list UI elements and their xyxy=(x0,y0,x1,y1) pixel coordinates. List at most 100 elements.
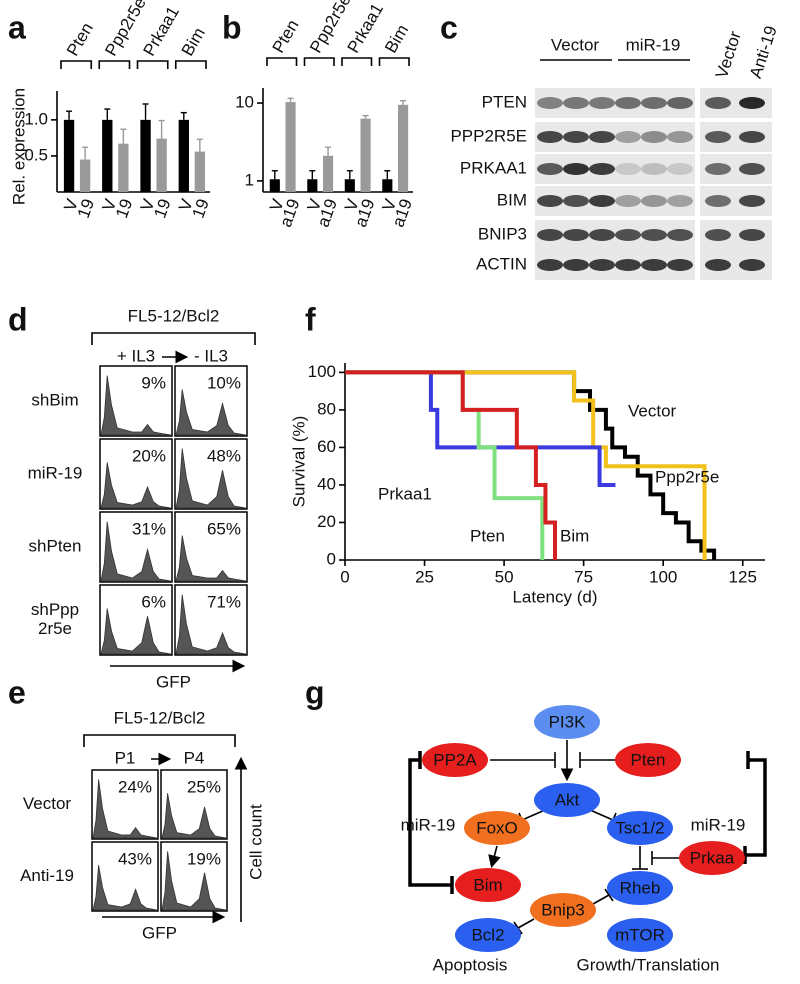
bar-label: 19 xyxy=(189,196,213,220)
edge xyxy=(592,894,610,905)
bar xyxy=(382,179,393,192)
y-tick-label: 1.0 xyxy=(24,109,48,128)
histogram xyxy=(100,462,172,509)
flow-title: FL5-12/Bcl2 xyxy=(114,708,206,727)
group-label: Bim xyxy=(381,21,412,56)
blot-band xyxy=(667,259,693,271)
panel-letter: a xyxy=(8,9,26,45)
bar xyxy=(344,179,355,192)
series-label: Pten xyxy=(470,526,505,545)
axis-label: Cell count xyxy=(246,804,265,880)
blot-band xyxy=(705,163,731,175)
output: Growth/Translation xyxy=(577,955,720,974)
output: Apoptosis xyxy=(433,955,508,974)
blot-band xyxy=(705,229,731,241)
bar xyxy=(307,179,318,192)
node-label: Pten xyxy=(631,750,666,769)
regulator: miR-19 xyxy=(691,815,746,834)
blot-band xyxy=(641,131,667,143)
blot-band xyxy=(705,97,731,109)
bar xyxy=(156,138,167,192)
panel-letter: b xyxy=(222,9,242,45)
y-tick-label: 20 xyxy=(317,512,336,531)
edge xyxy=(604,888,614,902)
histogram xyxy=(100,375,172,436)
histogram xyxy=(161,851,227,911)
group-bracket xyxy=(174,60,207,69)
blot-band xyxy=(739,131,765,143)
axis-label: GFP xyxy=(142,923,177,942)
node xyxy=(534,705,600,739)
group-bracket xyxy=(60,60,93,69)
blot-band xyxy=(739,163,765,175)
blot-band xyxy=(589,229,615,241)
blot-band xyxy=(667,97,693,109)
group-label: Pten xyxy=(269,16,303,56)
node-label: Bnip3 xyxy=(541,900,584,919)
node-label: FoxO xyxy=(476,818,518,837)
group-bracket xyxy=(136,60,169,69)
bar xyxy=(269,179,280,192)
blot-group: Vector xyxy=(551,35,600,54)
group-bracket xyxy=(98,60,131,69)
edge xyxy=(408,758,452,887)
row-label: shPpp 2r5e xyxy=(31,600,79,638)
blot-band xyxy=(641,97,667,109)
bracket xyxy=(83,734,236,747)
histogram xyxy=(100,608,172,655)
x-tick-label: 25 xyxy=(415,567,434,586)
group-bracket xyxy=(266,57,298,66)
x-axis-label: Latency (d) xyxy=(512,587,597,606)
blot-row-label: BIM xyxy=(497,190,527,209)
x-tick-label: 0 xyxy=(340,567,349,586)
blot-band xyxy=(641,259,667,271)
blot-band xyxy=(615,97,641,109)
y-axis-label: Rel. expression xyxy=(9,88,28,205)
bar xyxy=(178,119,189,192)
blot-row-label: PRKAA1 xyxy=(460,158,527,177)
blot-band xyxy=(589,259,615,271)
histogram xyxy=(92,865,158,911)
panel-letter: f xyxy=(305,301,316,337)
blot-band xyxy=(589,131,615,143)
y-tick-label: 0.5 xyxy=(24,145,48,164)
axis-label: GFP xyxy=(156,672,191,691)
condition: P4 xyxy=(184,748,205,767)
node-label: PI3K xyxy=(549,712,587,731)
blot-band xyxy=(589,195,615,207)
percent-label: 25% xyxy=(187,777,221,796)
bar xyxy=(360,118,371,192)
node xyxy=(607,871,673,905)
blot-band xyxy=(615,131,641,143)
blot-band xyxy=(563,163,589,175)
node xyxy=(455,868,521,902)
y-tick-label: 60 xyxy=(317,437,336,456)
bar-label: 19 xyxy=(150,196,174,220)
edge xyxy=(517,918,535,929)
histogram-box xyxy=(91,841,159,912)
bar xyxy=(63,119,75,192)
percent-label: 65% xyxy=(207,519,241,538)
percent-label: 71% xyxy=(207,592,241,611)
flow-title: FL5-12/Bcl2 xyxy=(128,306,220,325)
blot-band xyxy=(667,195,693,207)
group-bracket xyxy=(303,57,335,66)
blot-band xyxy=(641,195,667,207)
diagram-edges xyxy=(408,740,767,935)
percent-label: 6% xyxy=(141,592,166,611)
node-label: mTOR xyxy=(615,925,665,944)
blot-band xyxy=(589,163,615,175)
histogram xyxy=(175,389,247,436)
y-tick-label: 10 xyxy=(235,93,254,112)
y-tick-label: 100 xyxy=(308,362,336,381)
histogram xyxy=(92,779,158,839)
node-label: Tsc1/2 xyxy=(615,818,664,837)
blot-band xyxy=(739,195,765,207)
row-label: Anti-19 xyxy=(20,866,74,885)
blot-band xyxy=(705,131,731,143)
percent-label: 19% xyxy=(187,849,221,868)
percent-label: 20% xyxy=(132,446,166,465)
blot-band xyxy=(537,195,563,207)
y-tick-label: 1 xyxy=(245,170,254,189)
